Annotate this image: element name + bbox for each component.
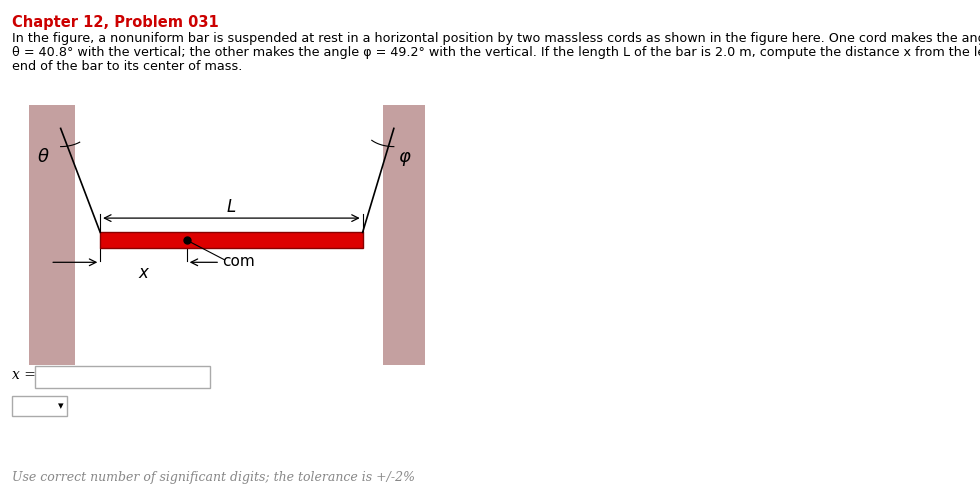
Text: Use correct number of significant digits; the tolerance is +/-2%: Use correct number of significant digits… xyxy=(12,471,415,484)
Bar xyxy=(12,396,67,416)
Text: x: x xyxy=(138,264,148,281)
Text: In the figure, a nonuniform bar is suspended at rest in a horizontal position by: In the figure, a nonuniform bar is suspe… xyxy=(12,32,980,45)
Text: θ: θ xyxy=(37,148,49,166)
Text: x =: x = xyxy=(12,368,36,382)
Text: L: L xyxy=(226,198,236,216)
Text: com: com xyxy=(222,254,255,268)
Text: end of the bar to its center of mass.: end of the bar to its center of mass. xyxy=(12,60,242,73)
Bar xyxy=(35,366,210,388)
Bar xyxy=(100,232,363,248)
Text: θ = 40.8° with the vertical; the other makes the angle φ = 49.2° with the vertic: θ = 40.8° with the vertical; the other m… xyxy=(12,46,980,59)
Text: Chapter 12, Problem 031: Chapter 12, Problem 031 xyxy=(12,15,219,30)
Text: φ: φ xyxy=(398,148,410,166)
Bar xyxy=(383,105,425,365)
Text: ▾: ▾ xyxy=(58,401,64,411)
Bar xyxy=(29,105,75,365)
